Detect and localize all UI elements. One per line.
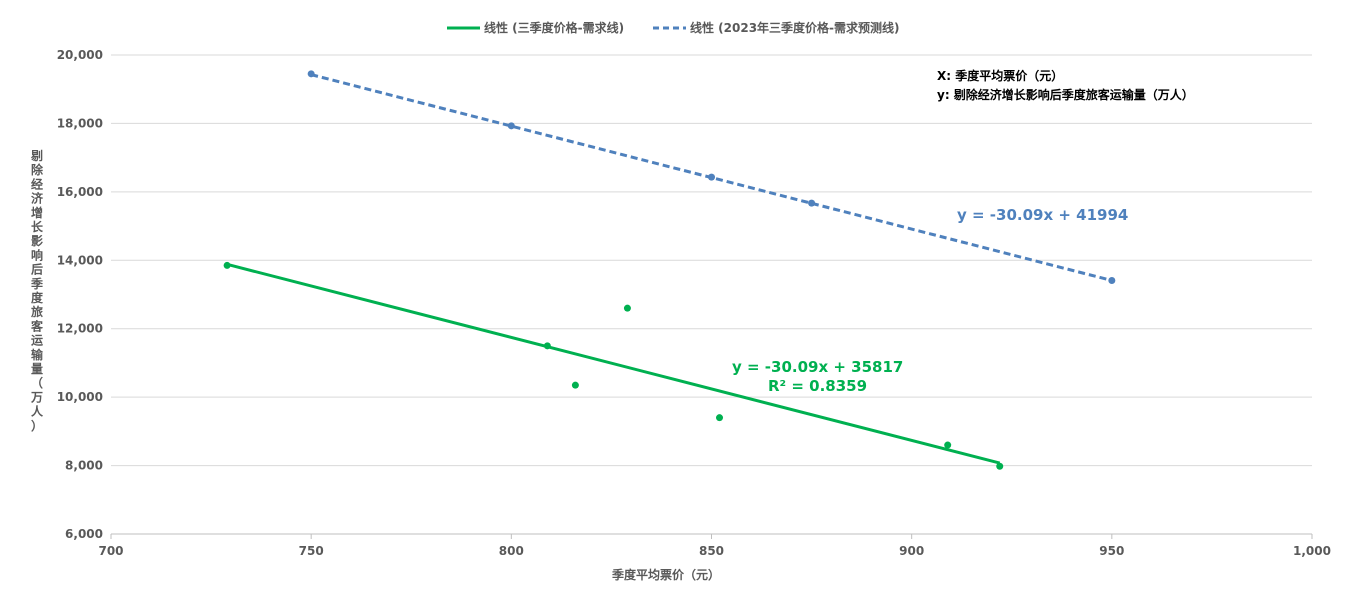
y-axis-title-char: 响 (31, 247, 43, 262)
y-axis-title-char: 运 (31, 334, 43, 348)
y-axis-title-char: 万 (30, 390, 43, 404)
data-point (543, 342, 551, 350)
x-tick-label: 800 (499, 544, 524, 558)
data-point (808, 199, 816, 207)
data-point (307, 70, 315, 78)
green-r2: R² = 0.8359 (768, 377, 867, 395)
y-axis-title-char: 输 (31, 347, 44, 362)
y-tick-label: 10,000 (57, 390, 103, 404)
y-axis-title-char: 量 (31, 362, 43, 376)
note-x: X: 季度平均票价（元） (937, 68, 1063, 83)
y-axis-title-char: 剔 (30, 148, 43, 163)
data-point (571, 381, 579, 389)
grid-lines (111, 54, 1312, 467)
y-axis-title-char: 旅 (31, 304, 43, 319)
y-axis-title-char: ） (31, 418, 43, 433)
trendline-0 (226, 262, 1001, 465)
x-axis-title: 季度平均票价（元） (611, 567, 720, 582)
data-point (996, 462, 1004, 470)
y-tick-label: 12,000 (57, 322, 103, 336)
y-axis-title-char: 长 (31, 219, 44, 234)
data-points (223, 70, 1116, 470)
y-tick-label: 18,000 (57, 116, 103, 130)
data-point (507, 122, 515, 130)
y-tick-label: 14,000 (57, 253, 103, 267)
x-tick-label: 950 (1099, 544, 1124, 558)
data-point (716, 414, 724, 422)
y-axis-title-char: 除 (31, 162, 44, 177)
y-axis-title-char: 人 (31, 404, 44, 419)
y-axis-title-char: 客 (30, 318, 44, 333)
data-point (944, 441, 952, 449)
x-tick-label: 900 (899, 544, 924, 558)
note-y: y: 剔除经济增长影响后季度旅客运输量（万人） (937, 87, 1194, 102)
blue-equation: y = -30.09x + 41994 (957, 206, 1128, 224)
data-point (708, 173, 715, 181)
data-point (223, 261, 231, 269)
axes: 6,000 8,000 10,000 12,000 14,000 16,000 18,000… (57, 48, 1331, 558)
green-equation: y = -30.09x + 35817 (732, 358, 903, 376)
data-point (623, 304, 631, 312)
y-axis-title-char: 济 (31, 191, 44, 206)
y-axis-title-char: 度 (31, 290, 44, 305)
data-point (1108, 276, 1116, 284)
y-tick-label: 8,000 (65, 459, 103, 473)
y-tick-label: 16,000 (57, 185, 103, 199)
trendlines (226, 73, 1113, 465)
y-axis-title-char: 经 (31, 176, 43, 191)
y-tick-label: 6,000 (65, 527, 103, 541)
x-tick-label: 1,000 (1293, 544, 1331, 558)
legend-label-blue: 线性 (2023年三季度价格-需求预测线) (690, 20, 900, 35)
legend-label-green: 线性 (三季度价格-需求线) (484, 20, 624, 35)
y-axis-title-char: （ (31, 375, 43, 390)
y-axis-title-char: 季 (30, 276, 44, 291)
x-tick-label: 850 (699, 544, 724, 558)
x-tick-label: 750 (299, 544, 324, 558)
x-tick-label: 700 (98, 544, 123, 558)
y-axis-title: 剔除经济增长影响后季度旅客运输量（万人） (30, 148, 44, 433)
y-axis-title-char: 影 (31, 233, 43, 248)
y-axis-title-char: 后 (31, 262, 43, 277)
y-tick-label: 20,000 (57, 48, 103, 62)
y-axis-title-char: 增 (31, 205, 43, 220)
legend: 线性 (三季度价格-需求线) 线性 (2023年三季度价格-需求预测线) (447, 20, 900, 35)
